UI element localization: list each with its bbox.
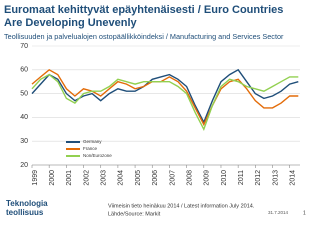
note: Viimeisin tieto heinäkuu 2014 / Latest i… xyxy=(108,203,255,209)
x-tick-label: 2008 xyxy=(186,170,193,186)
y-tick-label: 30 xyxy=(20,138,28,145)
x-tick-label: 2000 xyxy=(49,170,56,186)
chart-subtitle: Teollisuuden ja palvelualojen ostopäälli… xyxy=(4,32,284,41)
source: Lähde/Source: Markit xyxy=(108,211,161,217)
x-tick-label: 2011 xyxy=(238,170,245,185)
page-number: 1 xyxy=(303,210,306,216)
x-tick-label: 2005 xyxy=(135,170,142,186)
x-tick-label: 2004 xyxy=(118,170,125,186)
y-tick-label: 50 xyxy=(20,90,28,97)
legend-label: France xyxy=(83,146,98,151)
line xyxy=(31,68,299,127)
x-tick-label: 2001 xyxy=(66,170,73,186)
x-tick-label: 2012 xyxy=(255,170,262,186)
y-tick-label: 70 xyxy=(20,43,28,50)
x-tick-label: 1999 xyxy=(32,170,39,186)
legend-label: Non/Eurozone xyxy=(83,153,112,158)
chart-title: Euromaat kehittyvät epäyhtenäisesti / Eu… xyxy=(4,4,283,29)
y-tick-label: 20 xyxy=(20,162,28,169)
x-tick-label: 2007 xyxy=(169,170,176,186)
x-tick-label: 2006 xyxy=(152,170,159,186)
line xyxy=(31,73,299,132)
logo: teollisuus xyxy=(6,208,44,217)
date: 31.7.2014 xyxy=(268,210,289,215)
x-tick-label: 2009 xyxy=(204,170,211,186)
x-tick-label: 2014 xyxy=(290,170,297,186)
x-tick-label: 2002 xyxy=(83,170,90,186)
line xyxy=(31,68,299,124)
y-tick-label: 60 xyxy=(20,67,28,74)
legend-label: Germany xyxy=(83,139,102,144)
y-tick-label: 40 xyxy=(20,114,28,121)
logo: Teknologia xyxy=(6,199,48,208)
x-tick-label: 2013 xyxy=(272,170,279,186)
x-tick-label: 2010 xyxy=(221,170,228,186)
x-tick-label: 2003 xyxy=(101,170,108,186)
